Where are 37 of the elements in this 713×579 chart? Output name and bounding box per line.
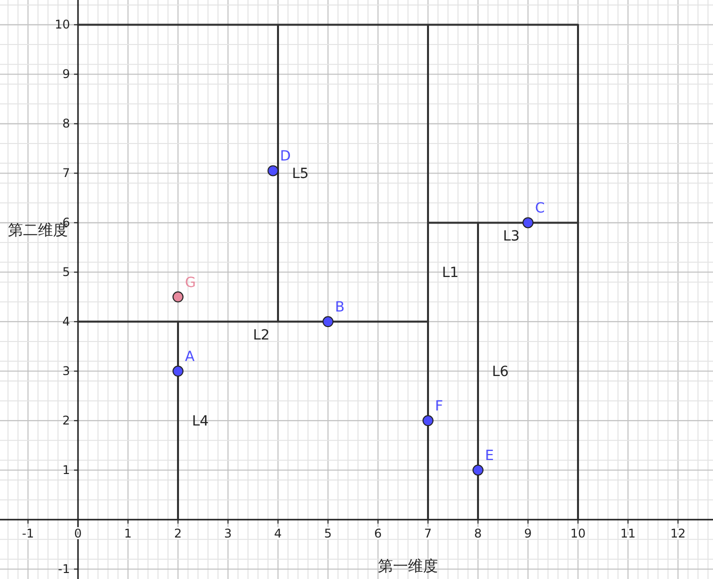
x-axis-title: 第一维度 <box>378 557 438 575</box>
x-tick-label: 9 <box>524 526 532 541</box>
x-tick-label: -1 <box>22 526 34 541</box>
y-tick-label: 4 <box>62 314 70 329</box>
x-tick-label: 10 <box>570 526 586 541</box>
x-tick-label: 11 <box>620 526 636 541</box>
y-tick-label: 9 <box>62 67 70 82</box>
series-label: L1 <box>442 265 459 282</box>
y-tick-label: 5 <box>62 265 70 280</box>
y-tick-label: 8 <box>62 116 70 131</box>
y-tick-label: 1 <box>62 463 70 478</box>
series-label: C <box>535 200 545 217</box>
x-tick-label: 1 <box>124 526 132 541</box>
x-tick-label: 2 <box>174 526 182 541</box>
series-label: L6 <box>492 364 509 380</box>
series-label: L4 <box>192 414 209 430</box>
x-tick-label: 4 <box>274 526 282 541</box>
x-tick-label: 6 <box>374 526 382 541</box>
series-label: L2 <box>253 328 270 344</box>
x-tick-label: 3 <box>224 526 232 541</box>
y-tick-label: 2 <box>62 414 70 428</box>
x-tick-label: 12 <box>670 526 686 541</box>
series-label: L5 <box>292 166 309 182</box>
series-label: E <box>485 448 494 464</box>
series-label: G <box>185 274 196 291</box>
x-tick-label: 8 <box>474 526 482 541</box>
series-label: D <box>280 148 291 165</box>
y-tick-label: 7 <box>62 166 70 180</box>
series-label: A <box>185 349 195 366</box>
y-tick-label: -1 <box>58 562 70 576</box>
x-tick-label: 7 <box>424 526 432 541</box>
x-tick-label: 5 <box>324 526 332 541</box>
series-label: L3 <box>503 228 520 245</box>
series-label: B <box>335 300 345 316</box>
series-label: F <box>435 398 444 415</box>
y-tick-label: 3 <box>62 364 70 378</box>
y-tick-label: 10 <box>54 18 70 32</box>
